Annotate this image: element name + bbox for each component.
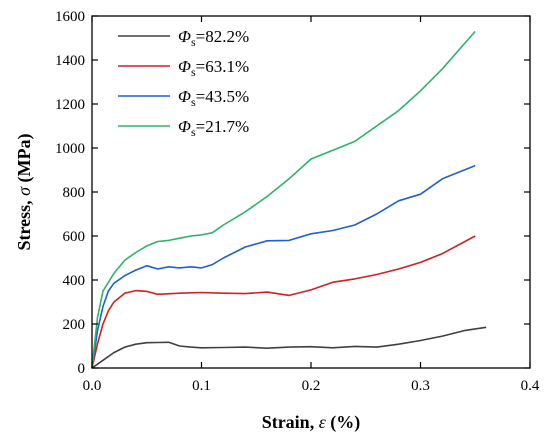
x-axis: 0.0 0.1 0.2 0.3 0.4 bbox=[83, 16, 540, 394]
legend-subscript: s bbox=[191, 65, 196, 79]
y-tick-label: 600 bbox=[63, 229, 86, 245]
x-tick-label: 0.3 bbox=[411, 378, 430, 394]
legend-value: =63.1% bbox=[196, 57, 250, 76]
x-tick-label: 0.4 bbox=[521, 378, 540, 394]
y-tick-label: 0 bbox=[78, 361, 86, 377]
y-axis-title-suffix: (MPa) bbox=[14, 133, 35, 186]
legend-symbol: Φ bbox=[178, 117, 191, 136]
y-tick-label: 1400 bbox=[55, 53, 85, 69]
x-axis-title-prefix: Strain, bbox=[262, 412, 319, 432]
y-axis-title-symbol: σ bbox=[14, 186, 34, 196]
y-tick-label: 800 bbox=[63, 185, 86, 201]
series-line-1 bbox=[91, 326, 487, 369]
x-tick-label: 0.0 bbox=[83, 378, 102, 394]
x-axis-title-suffix: (%) bbox=[326, 412, 361, 433]
plot-frame bbox=[91, 15, 531, 369]
legend-symbol: Φ bbox=[178, 57, 191, 76]
legend-value: =82.2% bbox=[196, 27, 250, 46]
legend-value: =43.5% bbox=[196, 87, 250, 106]
series-line-4 bbox=[91, 30, 476, 369]
legend-label-4: Φs=21.7% bbox=[178, 117, 249, 139]
y-tick-label: 1000 bbox=[55, 141, 85, 157]
legend-symbol: Φ bbox=[178, 27, 191, 46]
y-tick-label: 400 bbox=[63, 273, 86, 289]
y-tick-label: 1600 bbox=[55, 9, 85, 25]
x-axis-title: Strain, ε (%) bbox=[262, 412, 361, 433]
legend-subscript: s bbox=[191, 125, 196, 139]
legend-symbol: Φ bbox=[178, 87, 191, 106]
legend: Φs=82.2%Φs=63.1%Φs=43.5%Φs=21.7% bbox=[118, 27, 249, 139]
legend-label-1: Φs=82.2% bbox=[178, 27, 249, 49]
legend-label-2: Φs=63.1% bbox=[178, 57, 249, 79]
legend-subscript: s bbox=[191, 95, 196, 109]
x-tick-label: 0.2 bbox=[302, 378, 321, 394]
plot-area bbox=[91, 30, 487, 369]
y-axis-title: Stress, σ (MPa) bbox=[14, 133, 35, 250]
series-line-3 bbox=[91, 164, 476, 369]
x-tick-label: 0.1 bbox=[192, 378, 211, 394]
y-axis-title-prefix: Stress, bbox=[14, 196, 34, 251]
legend-subscript: s bbox=[191, 35, 196, 49]
series-line-2 bbox=[91, 235, 476, 369]
x-axis-title-symbol: ε bbox=[319, 412, 327, 432]
y-tick-label: 1200 bbox=[55, 97, 85, 113]
legend-label-3: Φs=43.5% bbox=[178, 87, 249, 109]
legend-value: =21.7% bbox=[196, 117, 250, 136]
y-axis: 0 200 400 600 800 1000 1200 1400 1600 bbox=[55, 9, 530, 377]
y-tick-label: 200 bbox=[63, 317, 86, 333]
